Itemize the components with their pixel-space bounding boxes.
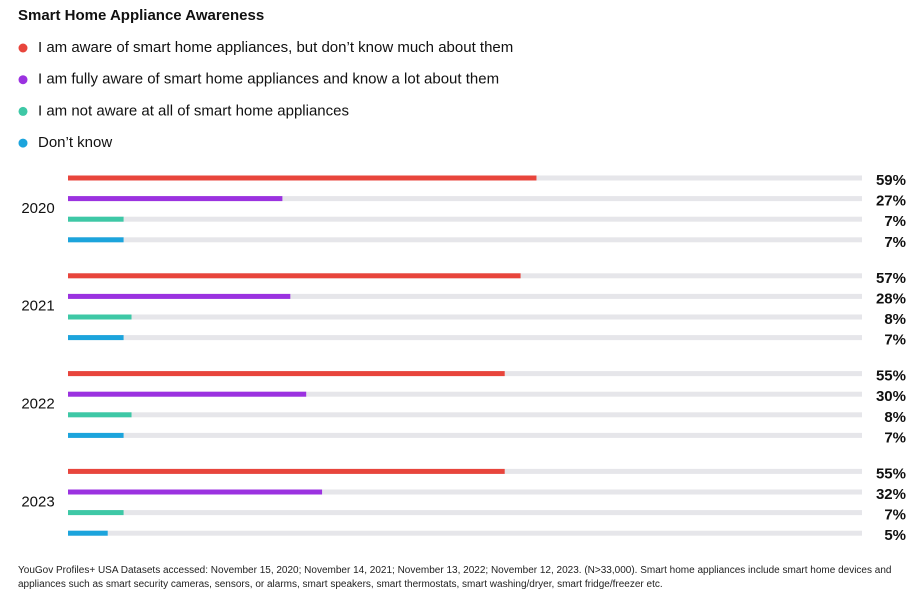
value-label: 7% [884,429,906,446]
bar-track [68,412,862,418]
y-tick-label: 2020 [21,200,54,217]
bar-track [68,314,862,320]
legend-marker [18,138,28,148]
y-tick-label: 2022 [21,395,54,412]
bar [68,412,132,418]
legend-label: Don’t know [38,134,112,151]
bar-track [68,196,862,202]
value-label: 27% [876,193,906,210]
value-label: 32% [876,486,906,503]
bar [68,273,521,279]
bar-track [68,216,862,222]
bar-track [68,335,862,341]
bar [68,510,124,516]
bar-track [68,237,862,243]
bar [68,196,283,202]
value-label: 57% [876,270,906,287]
value-label: 55% [876,368,906,385]
value-label: 28% [876,290,906,307]
legend-marker [18,106,28,116]
bar [68,216,124,222]
value-label: 8% [884,409,906,426]
chart-title: Smart Home Appliance Awareness [18,7,264,24]
bar-track [68,510,862,516]
legend-marker [18,43,28,53]
bar [68,335,124,341]
bar-track [68,530,862,536]
y-tick-label: 2023 [21,493,54,510]
value-label: 55% [876,465,906,482]
bar [68,237,124,243]
legend-marker [18,75,28,85]
value-label: 7% [884,507,906,524]
bar [68,293,291,299]
value-label: 7% [884,332,906,349]
value-label: 30% [876,388,906,405]
value-label: 8% [884,311,906,328]
bar [68,468,505,474]
bar-track [68,293,862,299]
bar [68,371,505,377]
legend-label: I am not aware at all of smart home appl… [38,102,349,119]
bar-track [68,391,862,397]
footnote: YouGov Profiles+ USA Datasets accessed: … [18,565,892,590]
legend-label: I am fully aware of smart home appliance… [38,71,499,88]
value-label: 5% [884,527,906,544]
bar-track [68,432,862,438]
bar [68,489,323,495]
value-label: 59% [876,172,906,189]
bar [68,432,124,438]
value-label: 7% [884,234,906,251]
bar [68,175,537,181]
bar-track [68,489,862,495]
bar [68,314,132,320]
legend-label: I am aware of smart home appliances, but… [38,39,513,56]
value-label: 7% [884,213,906,230]
bar [68,530,108,536]
y-tick-label: 2021 [21,298,54,315]
bar [68,391,307,397]
